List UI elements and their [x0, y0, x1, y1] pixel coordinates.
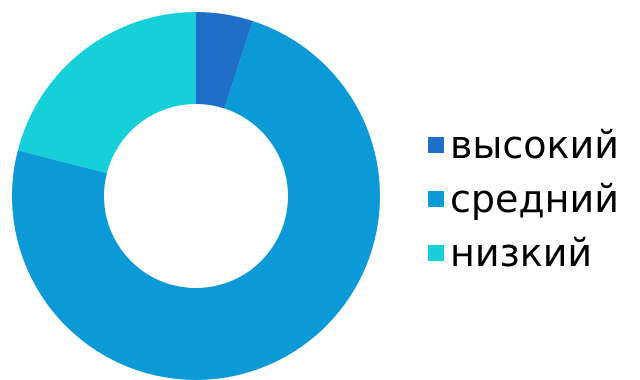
- legend-swatch-high: [428, 137, 444, 153]
- legend-item-low: низкий: [428, 226, 619, 280]
- legend: высокий средний низкий: [428, 118, 619, 280]
- slice-medium: [12, 21, 380, 380]
- legend-swatch-low: [428, 245, 444, 261]
- legend-item-high: высокий: [428, 118, 619, 172]
- legend-swatch-medium: [428, 191, 444, 207]
- legend-item-medium: средний: [428, 172, 619, 226]
- legend-label-low: низкий: [450, 231, 593, 275]
- donut-plot: [12, 12, 380, 380]
- slice-low: [17, 12, 196, 174]
- legend-label-high: высокий: [450, 123, 619, 167]
- slice-high: [196, 12, 253, 109]
- legend-label-medium: средний: [450, 177, 619, 221]
